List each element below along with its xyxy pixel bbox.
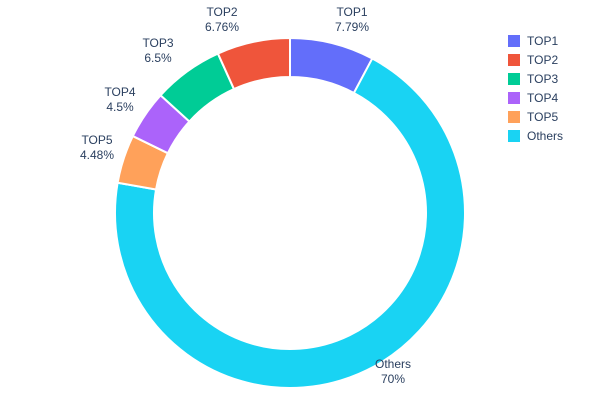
legend-swatch-icon bbox=[508, 111, 520, 123]
slice-label-top5: TOP5 4.48% bbox=[80, 133, 114, 162]
legend-item-label: TOP1 bbox=[527, 34, 559, 48]
slice-label-top2: TOP2 6.76% bbox=[205, 5, 239, 34]
legend-item-top2[interactable]: TOP2 bbox=[508, 53, 563, 67]
legend-swatch-icon bbox=[508, 130, 520, 142]
chart-legend: TOP1 TOP2 TOP3 TOP4 TOP5 Others bbox=[508, 34, 563, 143]
legend-item-others[interactable]: Others bbox=[508, 129, 563, 143]
pie-slice-others[interactable] bbox=[114, 57, 466, 389]
legend-item-label: TOP5 bbox=[527, 110, 559, 124]
legend-swatch-icon bbox=[508, 54, 520, 66]
pie-slice-top2[interactable] bbox=[216, 37, 291, 91]
legend-item-top3[interactable]: TOP3 bbox=[508, 72, 563, 86]
legend-item-label: Others bbox=[527, 129, 564, 143]
legend-item-top1[interactable]: TOP1 bbox=[508, 34, 563, 48]
slice-label-top4: TOP4 4.5% bbox=[104, 85, 135, 114]
slice-label-top3: TOP3 6.5% bbox=[142, 36, 173, 65]
legend-item-label: TOP2 bbox=[527, 53, 559, 67]
legend-swatch-icon bbox=[508, 73, 520, 85]
legend-item-label: TOP3 bbox=[527, 72, 559, 86]
legend-item-label: TOP4 bbox=[527, 91, 559, 105]
legend-item-top5[interactable]: TOP5 bbox=[508, 110, 563, 124]
slice-label-top1: TOP1 7.79% bbox=[335, 5, 369, 34]
legend-item-top4[interactable]: TOP4 bbox=[508, 91, 563, 105]
legend-swatch-icon bbox=[508, 92, 520, 104]
legend-swatch-icon bbox=[508, 35, 520, 47]
slice-label-others: Others 70% bbox=[375, 357, 411, 386]
